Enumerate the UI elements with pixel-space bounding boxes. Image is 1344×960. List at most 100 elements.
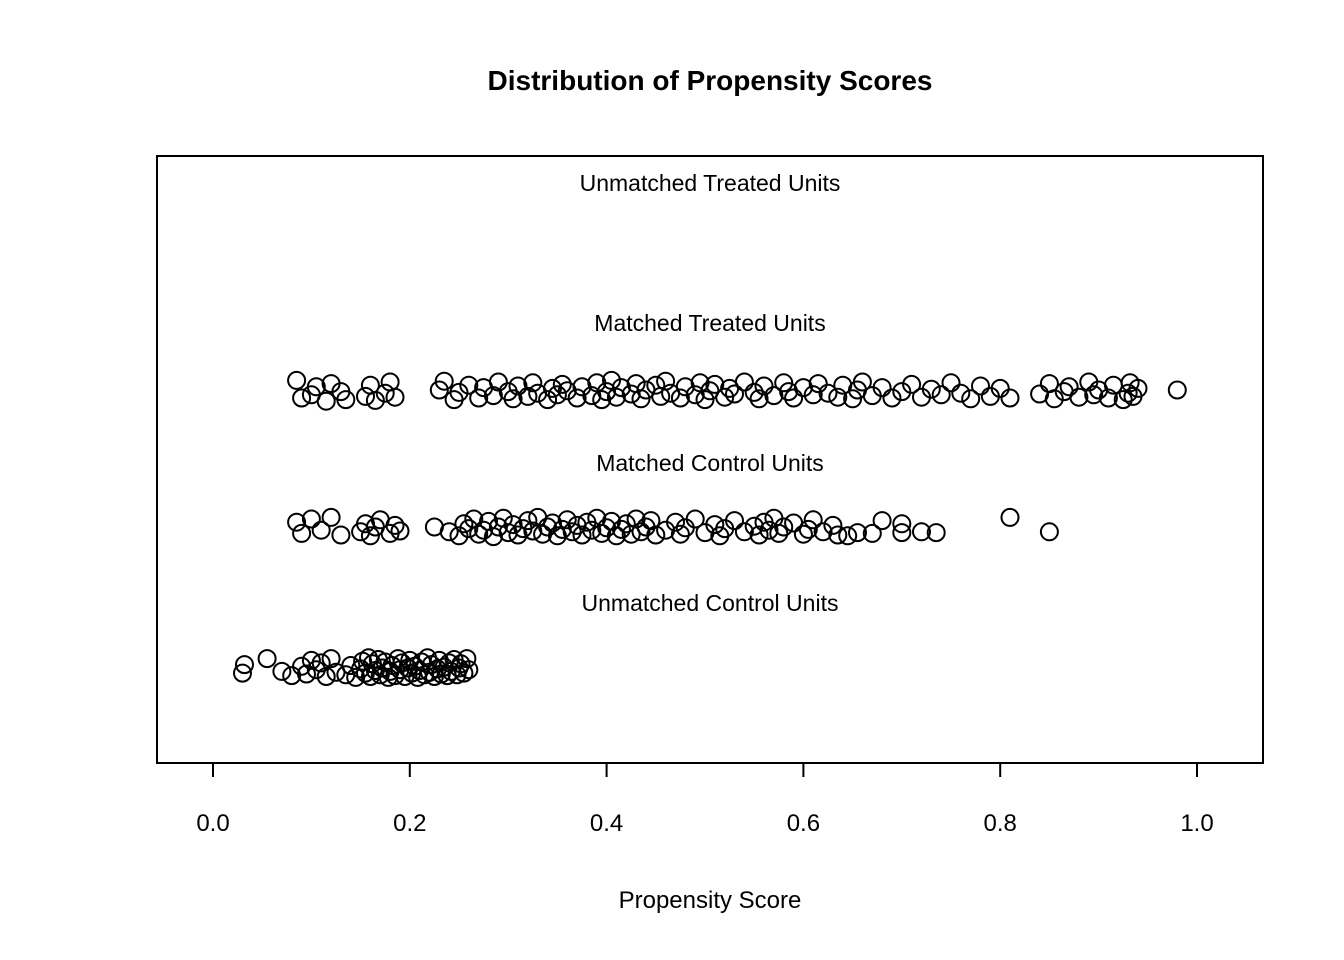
data-point [547, 385, 567, 405]
data-point [734, 372, 754, 392]
data-point [774, 373, 794, 393]
data-point [941, 373, 961, 393]
data-point [803, 385, 823, 405]
data-point [1167, 380, 1187, 400]
data-point [725, 511, 744, 531]
data-point [749, 389, 769, 409]
data-point [882, 388, 902, 408]
data-point [523, 373, 543, 393]
data-point [892, 382, 912, 402]
data-point [557, 381, 577, 401]
data-point [434, 371, 454, 391]
data-point [311, 520, 331, 540]
data-point [336, 390, 356, 410]
data-point [843, 389, 863, 409]
data-point [341, 656, 361, 675]
data-point [774, 517, 794, 537]
data-point [287, 512, 307, 532]
data-point [705, 374, 725, 394]
data-point [749, 525, 769, 545]
data-point [685, 385, 705, 405]
data-point [557, 510, 577, 530]
data-point [606, 526, 626, 546]
x-axis-tick-label: 1.0 [1180, 810, 1213, 837]
data-point [543, 378, 562, 398]
data-point [912, 522, 931, 542]
data-point [872, 511, 892, 531]
data-point [779, 382, 799, 402]
data-point [1000, 388, 1020, 408]
data-point [439, 522, 459, 542]
data-point [543, 513, 562, 533]
data-point [951, 383, 971, 403]
data-point [705, 515, 725, 535]
data-point [734, 522, 754, 542]
data-point [892, 514, 912, 534]
x-axis-tick-label: 0.2 [393, 810, 426, 837]
data-point [1069, 387, 1089, 407]
data-point [616, 514, 636, 534]
data-point [793, 524, 813, 544]
data-point [331, 525, 351, 545]
data-point [488, 517, 508, 537]
data-point [744, 382, 764, 402]
data-point [518, 511, 538, 531]
data-point [725, 384, 744, 404]
data-point [356, 386, 375, 406]
data-point [572, 525, 592, 545]
data-point [611, 378, 631, 398]
data-point [621, 384, 641, 404]
data-point [454, 663, 474, 683]
data-point [454, 514, 474, 534]
data-point [1113, 390, 1133, 410]
data-point [469, 524, 489, 544]
data-point [1098, 388, 1118, 408]
data-point [538, 390, 558, 410]
data-point [1039, 522, 1059, 542]
data-point [670, 524, 690, 544]
data-point [488, 372, 508, 392]
data-point [606, 387, 626, 407]
data-point [754, 376, 774, 396]
data-point [429, 380, 449, 400]
row-label-matched-control: Matched Control Units [596, 450, 824, 476]
data-point [449, 382, 469, 402]
data-points-layer [233, 370, 1187, 687]
data-point [272, 661, 292, 681]
data-point [582, 520, 602, 540]
data-point [769, 523, 789, 543]
x-axis-tick-label: 0.6 [787, 810, 820, 837]
data-point [848, 523, 867, 543]
data-point [552, 519, 572, 539]
data-point [862, 523, 882, 543]
data-point [311, 653, 331, 673]
data-point [744, 516, 764, 536]
data-point [808, 374, 828, 394]
data-point [301, 509, 321, 529]
data-point [400, 650, 420, 670]
data-point [316, 667, 336, 686]
data-point [292, 523, 312, 543]
data-point [852, 372, 872, 392]
data-point [646, 375, 666, 395]
chart-title: Distribution of Propensity Scores [488, 65, 933, 96]
data-point [611, 519, 631, 539]
data-point [392, 653, 412, 673]
data-point [828, 525, 848, 545]
data-point [872, 378, 892, 398]
data-point [715, 387, 735, 407]
data-point [518, 386, 538, 406]
row-label-matched-treated: Matched Treated Units [594, 310, 825, 336]
data-point [233, 663, 252, 683]
data-point [823, 515, 843, 535]
data-point [297, 664, 316, 684]
data-point [818, 383, 838, 403]
data-point [803, 510, 823, 530]
data-point [503, 389, 523, 409]
data-point [562, 522, 582, 542]
data-point [926, 523, 946, 543]
data-point [838, 526, 858, 546]
data-point [459, 519, 479, 539]
data-point [508, 525, 528, 545]
